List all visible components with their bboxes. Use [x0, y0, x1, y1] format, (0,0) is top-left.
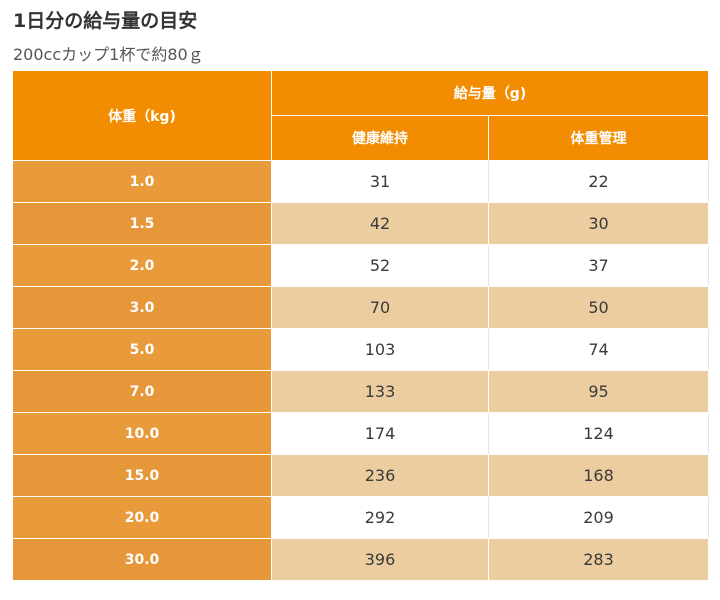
weight-cell: 30.0	[12, 538, 272, 580]
maintenance-cell: 133	[271, 370, 489, 413]
maintenance-cell: 42	[271, 202, 489, 245]
table-row: 30.0 396 283	[12, 538, 710, 580]
table-subheader-row: 健康維持 体重管理	[13, 115, 710, 161]
maintenance-cell: 396	[271, 538, 489, 580]
table-row: 1.0 31 22	[12, 160, 710, 203]
header-weight-control: 体重管理	[487, 115, 710, 161]
table-header-row: 体重（kg) 給与量（g)	[12, 70, 710, 161]
table-row: 1.5 42 30	[12, 202, 710, 245]
weight-cell: 7.0	[12, 370, 272, 413]
page-title: 1日分の給与量の目安	[13, 10, 198, 32]
weight-control-cell: 283	[487, 538, 710, 580]
weight-control-cell: 22	[487, 160, 710, 203]
maintenance-cell: 103	[271, 328, 489, 371]
table-row: 5.0 103 74	[12, 328, 710, 371]
weight-cell: 20.0	[12, 496, 272, 539]
maintenance-cell: 292	[271, 496, 489, 539]
table-row: 15.0 236 168	[12, 454, 710, 497]
weight-cell: 15.0	[12, 454, 272, 497]
maintenance-cell: 236	[271, 454, 489, 497]
header-maintenance: 健康維持	[271, 115, 489, 161]
feeding-amount-table: 体重（kg) 給与量（g) 健康維持 体重管理 1.0 31 22 1.5 42…	[12, 70, 710, 580]
weight-control-cell: 74	[487, 328, 710, 371]
weight-control-cell: 209	[487, 496, 710, 539]
weight-control-cell: 124	[487, 412, 710, 455]
weight-cell: 10.0	[12, 412, 272, 455]
page-subtitle: 200ccカップ1杯で約80ｇ	[13, 45, 204, 64]
table-row: 3.0 70 50	[12, 286, 710, 329]
table-row: 10.0 174 124	[12, 412, 710, 455]
weight-cell: 1.5	[12, 202, 272, 245]
table-row: 7.0 133 95	[12, 370, 710, 413]
weight-control-cell: 37	[487, 244, 710, 287]
maintenance-cell: 174	[271, 412, 489, 455]
weight-control-cell: 168	[487, 454, 710, 497]
weight-control-cell: 50	[487, 286, 710, 329]
weight-control-cell: 95	[487, 370, 710, 413]
maintenance-cell: 70	[271, 286, 489, 329]
table-row: 2.0 52 37	[12, 244, 710, 287]
maintenance-cell: 31	[271, 160, 489, 203]
weight-cell: 5.0	[12, 328, 272, 371]
header-feeding-amount: 給与量（g)	[270, 70, 710, 116]
weight-cell: 1.0	[12, 160, 272, 203]
table-row: 20.0 292 209	[12, 496, 710, 539]
header-weight: 体重（kg)	[12, 70, 272, 161]
weight-cell: 2.0	[12, 244, 272, 287]
weight-cell: 3.0	[12, 286, 272, 329]
weight-control-cell: 30	[487, 202, 710, 245]
maintenance-cell: 52	[271, 244, 489, 287]
